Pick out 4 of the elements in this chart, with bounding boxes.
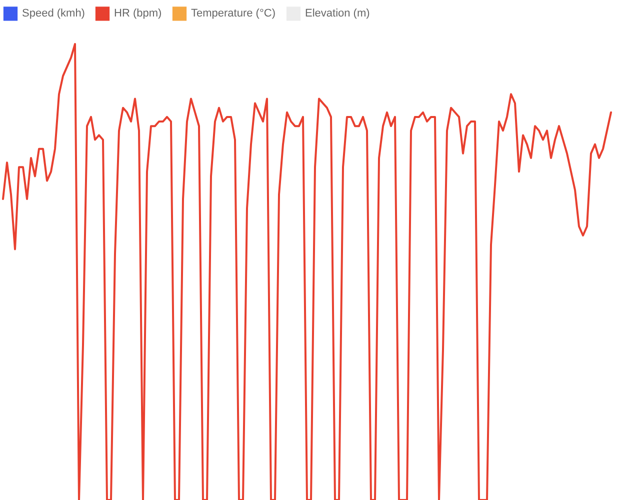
legend-label: Elevation (m) [305, 8, 370, 20]
legend-label: Temperature (°C) [191, 8, 276, 20]
legend-label: HR (bpm) [114, 8, 162, 20]
legend-label: Speed (kmh) [22, 8, 85, 20]
